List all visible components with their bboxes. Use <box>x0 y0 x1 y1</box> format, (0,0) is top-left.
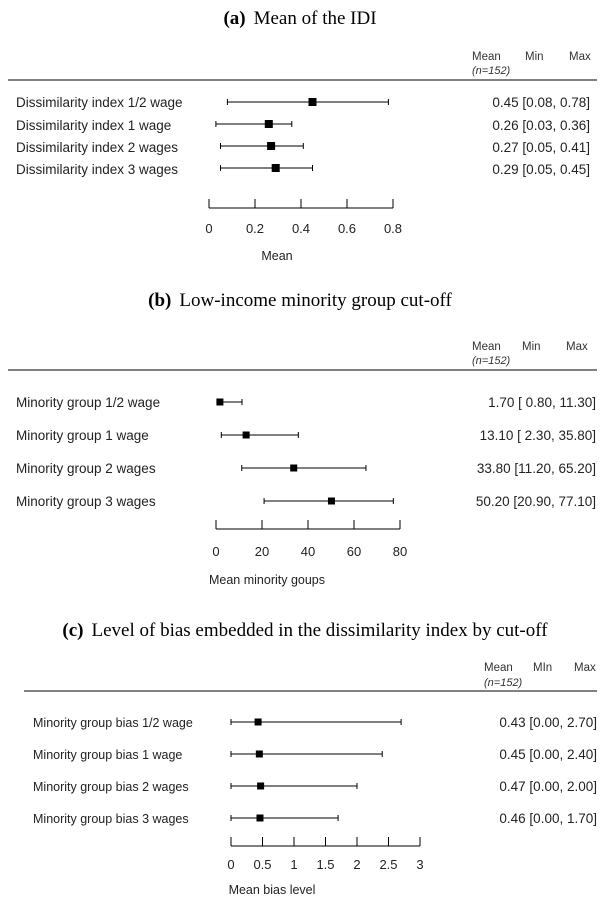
panel-b-row-label-3: Minority group 2 wages <box>16 461 156 476</box>
panel-a-marks: 0 0.2 0.4 0.6 0.8 <box>205 98 402 236</box>
panel-a: (a) Mean of the IDI Mean Min Max (n=152) … <box>8 8 597 263</box>
panel-b-title: (b) Low-income minority group cut-off <box>148 290 452 311</box>
panel-b-row-label-2: Minority group 1 wage <box>16 428 149 443</box>
panel-c: (c) Level of bias embedded in the dissimi… <box>24 620 597 897</box>
panel-c-row-label-4: Minority group bias 3 wages <box>33 812 189 826</box>
panel-c-row-label-2: Minority group bias 1 wage <box>33 748 182 762</box>
panel-a-row-value-2: 0.26 [0.03, 0.36] <box>492 118 590 133</box>
panel-b-tick-label-1: 0 <box>212 544 219 559</box>
panel-a-mean-marker-3 <box>267 142 276 150</box>
panel-c-row-value-2: 0.45 [0.00, 2.40] <box>499 747 597 762</box>
panel-c-tick-label-2: 0.5 <box>253 857 271 872</box>
panel-b-header-n: (n=152) <box>472 355 511 367</box>
panel-c-mean-marker-3 <box>257 782 265 790</box>
panel-c-header-n: (n=152) <box>484 677 523 689</box>
panel-b-axis-title: Mean minority goups <box>209 573 325 587</box>
panel-c-mean-marker-4 <box>256 814 264 822</box>
panel-a-mean-marker-1 <box>308 98 317 106</box>
panel-a-row-label-1: Dissimilarity index 1/2 wage <box>16 95 183 110</box>
panel-a-header-mean: Mean <box>472 51 501 63</box>
panel-a-tick-label-2: 0.2 <box>246 221 264 236</box>
panel-c-axis-title: Mean bias level <box>229 883 316 897</box>
panel-c-letter: (c) <box>62 620 83 641</box>
panel-b-letter: (b) <box>148 290 171 311</box>
panel-c-title-text: Level of bias embedded in the dissimilar… <box>92 620 549 641</box>
panel-b-header-min: Min <box>522 341 541 353</box>
panel-a-tick-label-5: 0.8 <box>384 221 402 236</box>
panel-a-header-max: Max <box>569 51 591 63</box>
panel-c-header-mean: Mean <box>484 662 513 674</box>
panel-c-tick-label-7: 3 <box>416 857 423 872</box>
panel-c-row-label-1: Minority group bias 1/2 wage <box>33 716 193 730</box>
panel-a-mean-marker-4 <box>271 164 280 172</box>
panel-c-tick-label-5: 2 <box>353 857 360 872</box>
panel-c-row-value-3: 0.47 [0.00, 2.00] <box>499 779 597 794</box>
panel-b-header-max: Max <box>566 341 588 353</box>
panel-a-row-value-4: 0.29 [0.05, 0.45] <box>492 162 590 177</box>
panel-b-row-value-2: 13.10 [ 2.30, 35.80] <box>480 428 596 443</box>
panel-b-tick-label-3: 40 <box>301 544 315 559</box>
panel-b-mean-marker-2 <box>242 431 250 439</box>
panel-b-tick-label-4: 60 <box>347 544 361 559</box>
panel-a-row-value-1: 0.45 [0.08, 0.78] <box>492 95 590 110</box>
panel-c-title: (c) Level of bias embedded in the dissimi… <box>62 620 548 641</box>
panel-a-title-text: Mean of the IDI <box>254 8 377 29</box>
panel-c-mean-marker-1 <box>254 718 262 726</box>
panel-b-row-label-4: Minority group 3 wages <box>16 494 156 509</box>
panel-a-tick-label-3: 0.4 <box>292 221 310 236</box>
panel-c-tick-label-6: 2.5 <box>379 857 397 872</box>
panel-b-row-value-4: 50.20 [20.90, 77.10] <box>476 494 596 509</box>
panel-b-row-value-3: 33.80 [11.20, 65.20] <box>477 461 596 476</box>
panel-a-axis-title: Mean <box>261 249 292 263</box>
panel-a-mean-marker-2 <box>264 120 273 128</box>
panel-c-marks: 0 0.5 1 1.5 2 2.5 3 <box>227 718 424 872</box>
panel-a-tick-label-4: 0.6 <box>338 221 356 236</box>
panel-c-tick-label-3: 1 <box>290 857 297 872</box>
panel-a-tick-label-1: 0 <box>205 221 212 236</box>
panel-a-row-label-3: Dissimilarity index 2 wages <box>16 140 178 155</box>
panel-b-header-mean: Mean <box>472 341 501 353</box>
panel-a-row-label-4: Dissimilarity index 3 wages <box>16 162 178 177</box>
panel-b-title-text: Low-income minority group cut-off <box>179 290 452 311</box>
panel-b-row-value-1: 1.70 [ 0.80, 11.30] <box>488 395 596 410</box>
panel-a-row-label-2: Dissimilarity index 1 wage <box>16 118 171 133</box>
panel-c-row-label-3: Minority group bias 2 wages <box>33 780 189 794</box>
panel-b-row-label-1: Minority group 1/2 wage <box>16 395 160 410</box>
panel-a-letter: (a) <box>223 8 245 29</box>
panel-b-mean-marker-1 <box>216 398 224 406</box>
panel-c-mean-marker-2 <box>255 750 263 758</box>
panel-c-tick-label-4: 1.5 <box>316 857 334 872</box>
panel-a-row-value-3: 0.27 [0.05, 0.41] <box>492 140 590 155</box>
panel-b: (b) Low-income minority group cut-off Mea… <box>8 290 597 587</box>
panel-b-mean-marker-4 <box>327 497 335 505</box>
panel-c-header-min: MIn <box>533 662 552 674</box>
panel-b-tick-label-5: 80 <box>393 544 407 559</box>
panel-c-tick-label-1: 0 <box>227 857 234 872</box>
panel-c-header-max: Max <box>574 662 596 674</box>
panel-a-header-n: (n=152) <box>472 65 511 77</box>
panel-c-row-value-4: 0.46 [0.00, 1.70] <box>499 811 597 826</box>
panel-b-marks: 0 20 40 60 80 <box>212 398 407 559</box>
panel-a-title: (a) Mean of the IDI <box>223 8 376 29</box>
panel-b-tick-label-2: 20 <box>255 544 269 559</box>
panel-a-header-min: Min <box>525 51 544 63</box>
panel-c-row-value-1: 0.43 [0.00, 2.70] <box>499 715 597 730</box>
panel-b-mean-marker-3 <box>290 464 298 472</box>
